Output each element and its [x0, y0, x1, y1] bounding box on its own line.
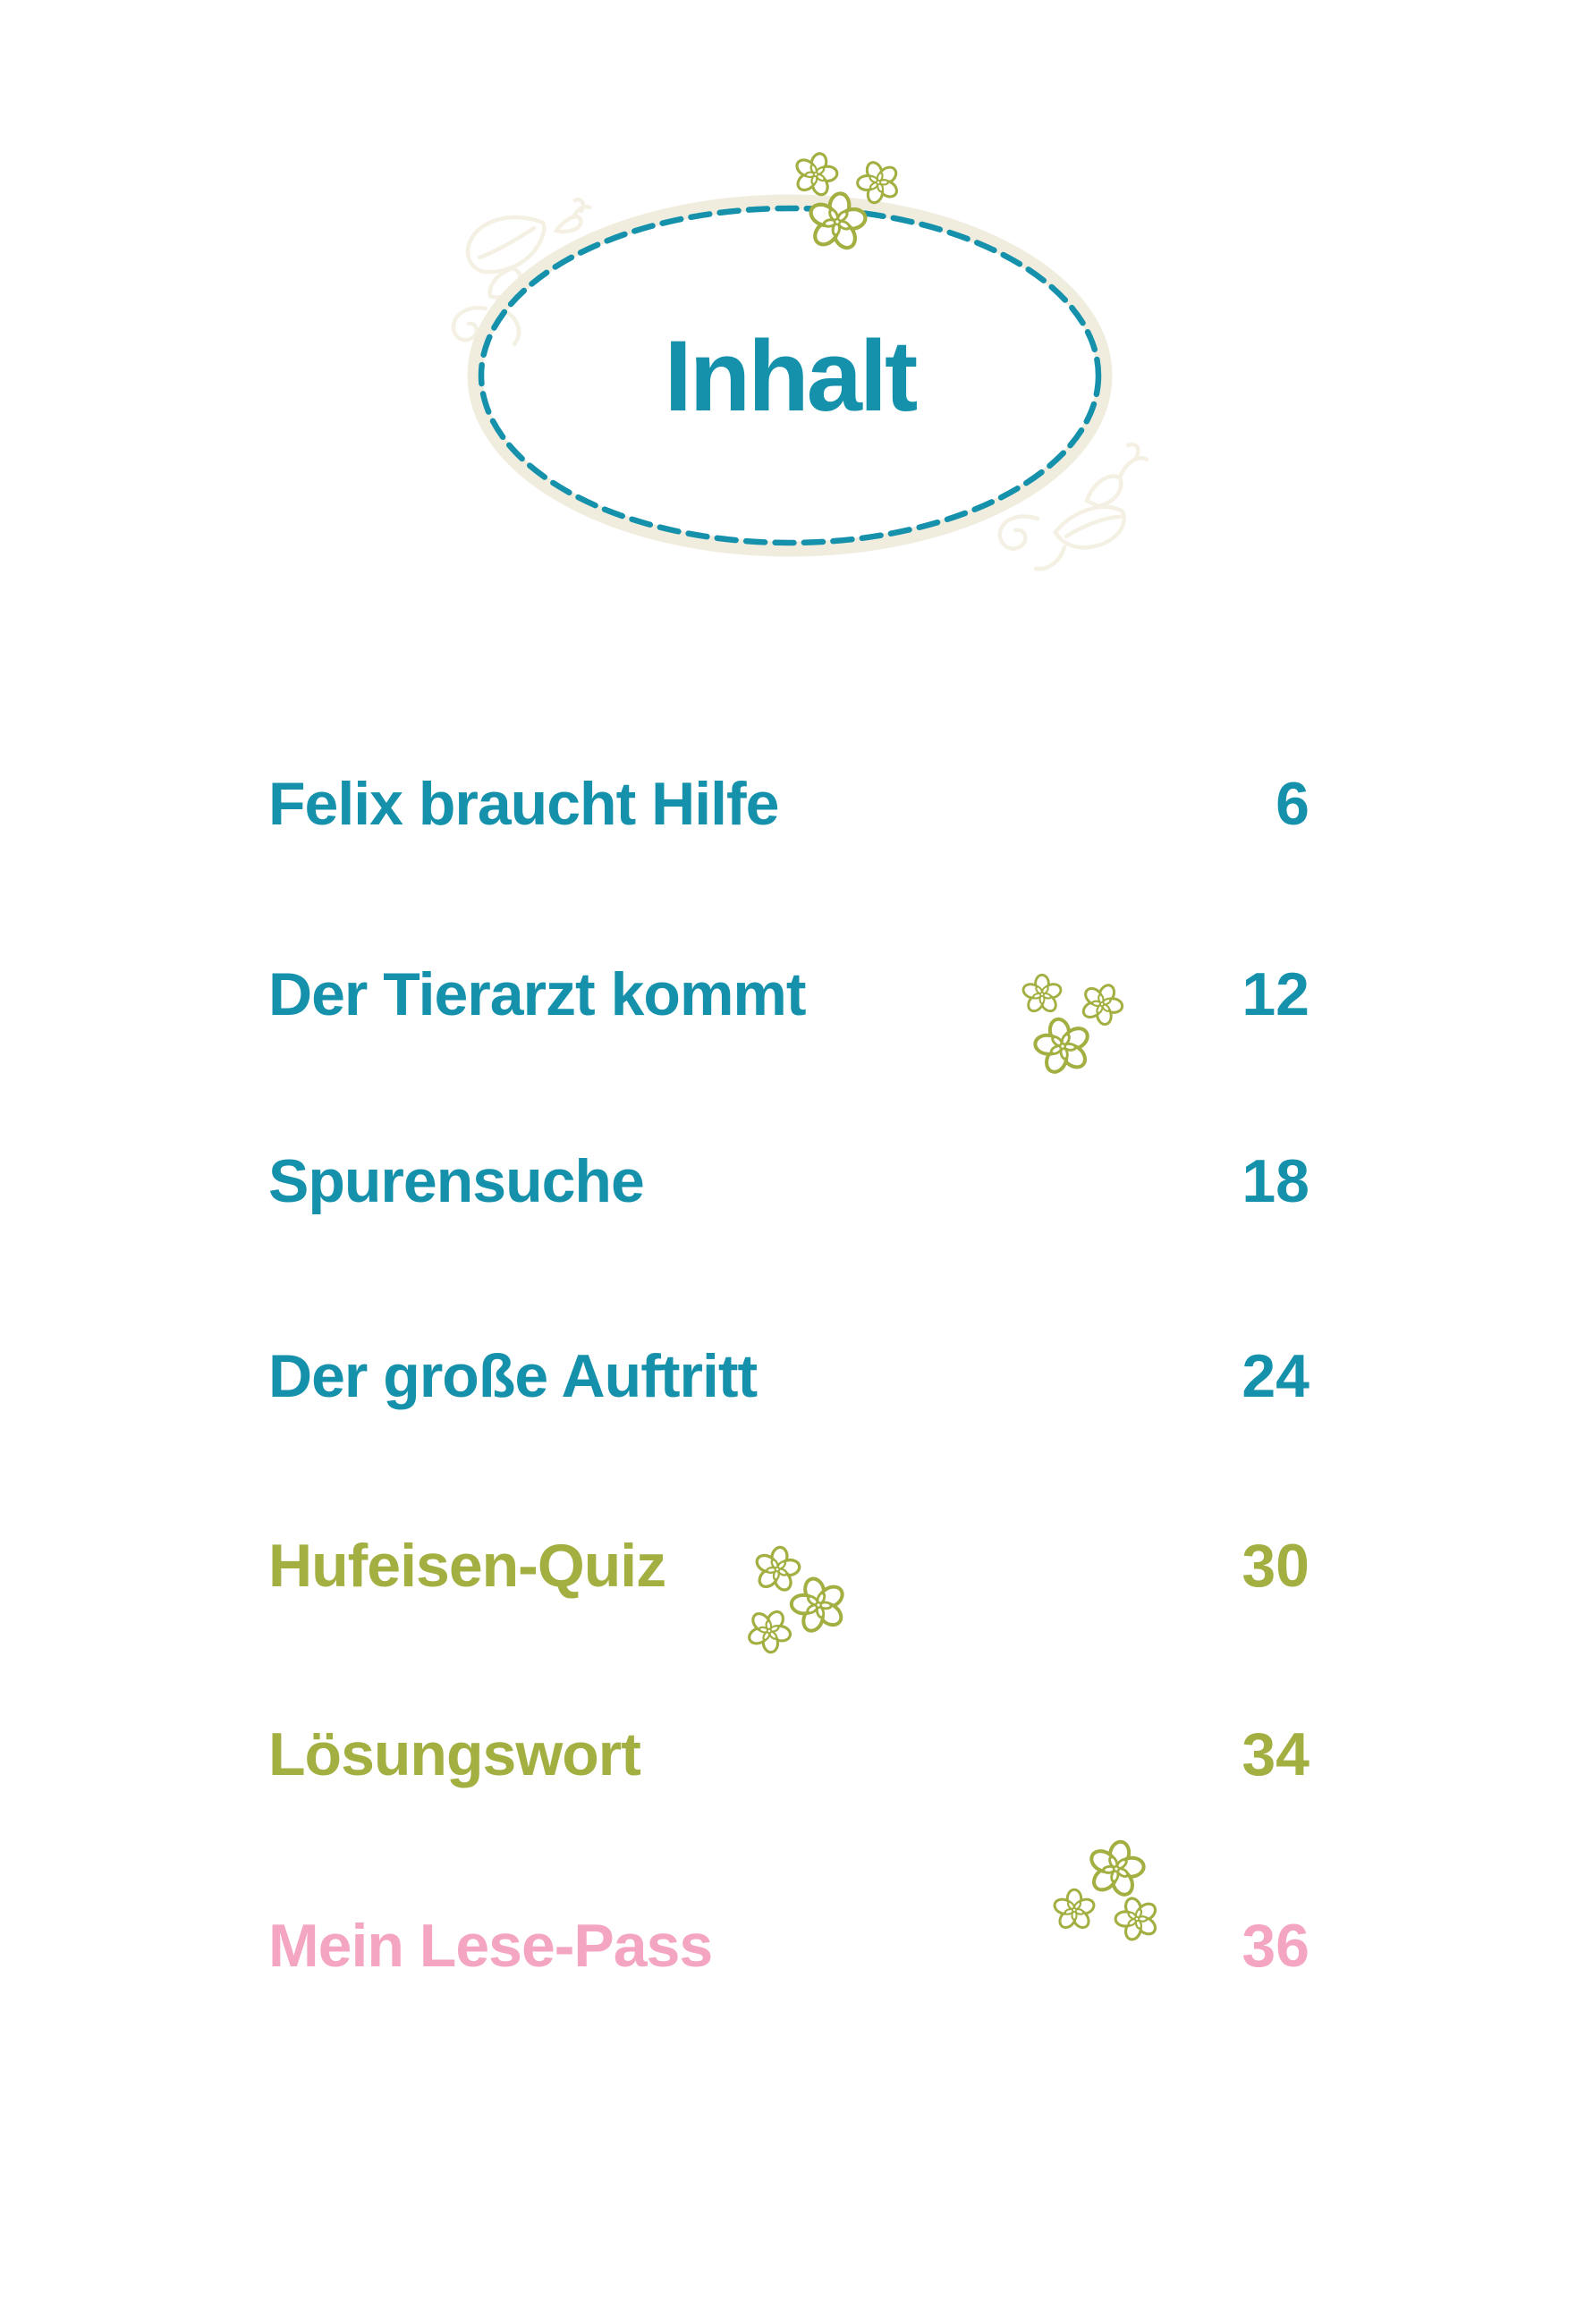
toc-entry-page: 36 — [1242, 1912, 1310, 1980]
page-title: Inhalt — [664, 319, 919, 432]
toc-row-tierarzt: Der Tierarzt kommt 12 — [268, 963, 1310, 1038]
toc-row-spurensuche: Spurensuche 18 — [268, 1150, 1310, 1225]
toc-entry-page: 24 — [1242, 1342, 1310, 1410]
toc-entry-label: Der Tierarzt kommt — [268, 960, 807, 1028]
toc-entry-page: 34 — [1242, 1720, 1310, 1788]
toc-entry-label: Felix braucht Hilfe — [268, 770, 779, 838]
toc-entry-label: Hufeisen-Quiz — [268, 1532, 666, 1600]
toc-entry-page: 18 — [1242, 1147, 1310, 1215]
oval-dashed-border — [478, 205, 1102, 546]
toc-entry-page: 12 — [1242, 960, 1310, 1028]
toc-row-felix: Felix braucht Hilfe 6 — [268, 773, 1310, 848]
toc-row-lesepass: Mein Lese-Pass 36 — [268, 1914, 1310, 1990]
toc-entry-label: Mein Lese-Pass — [268, 1912, 713, 1980]
toc-entry-label: Lösungswort — [268, 1720, 641, 1788]
title-oval: Inhalt — [479, 207, 1100, 544]
toc-entry-label: Der große Auftritt — [268, 1342, 758, 1410]
toc-row-auftritt: Der große Auftritt 24 — [268, 1345, 1310, 1420]
foliage-decoration-right — [997, 442, 1149, 571]
toc-entry-page: 30 — [1242, 1532, 1310, 1600]
toc-entry-page: 6 — [1276, 770, 1310, 838]
toc-row-quiz: Hufeisen-Quiz 30 — [268, 1534, 1310, 1610]
toc-row-loesungswort: Lösungswort 34 — [268, 1723, 1310, 1798]
toc-entry-label: Spurensuche — [268, 1147, 645, 1215]
oval-cream-ring — [467, 194, 1113, 557]
